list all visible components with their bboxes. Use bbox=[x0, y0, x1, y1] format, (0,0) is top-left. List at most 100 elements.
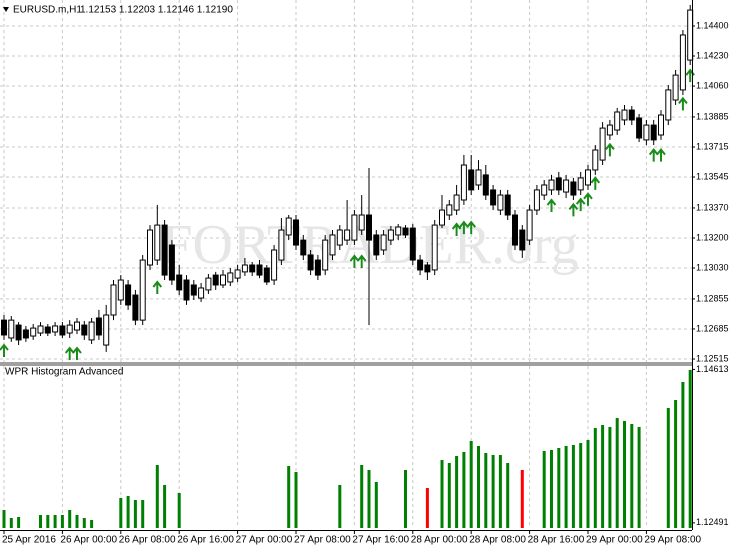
candle-body bbox=[468, 169, 475, 191]
histogram-bar bbox=[571, 444, 575, 528]
up-arrow bbox=[466, 220, 476, 235]
candle-body bbox=[95, 317, 102, 336]
candle-body bbox=[314, 259, 321, 276]
candle-body bbox=[139, 259, 146, 321]
x-tick-label: 26 Apr 08:00 bbox=[119, 535, 176, 546]
x-tick-label: 27 Apr 00:00 bbox=[236, 535, 293, 546]
y-tick-label: 1.13715 bbox=[696, 141, 729, 151]
histogram-bar bbox=[404, 469, 407, 528]
up-arrow bbox=[546, 198, 557, 212]
histogram-bar bbox=[360, 465, 364, 528]
up-arrow bbox=[64, 346, 75, 361]
up-arrow bbox=[72, 346, 82, 361]
histogram-bar bbox=[550, 449, 553, 528]
histogram-bar bbox=[39, 514, 42, 528]
candle-body bbox=[679, 34, 686, 91]
candle-body bbox=[161, 224, 168, 276]
candle-body bbox=[460, 164, 467, 201]
histogram-bar bbox=[119, 497, 123, 528]
indicator-title: WPR Histogram Advanced bbox=[5, 367, 123, 378]
candle-body bbox=[409, 227, 416, 261]
candle-body bbox=[373, 234, 380, 256]
histogram-bar bbox=[287, 466, 291, 528]
candle-body bbox=[22, 329, 29, 339]
y-tick-label: 1.13885 bbox=[696, 111, 729, 121]
candle-body bbox=[74, 321, 80, 331]
x-tick-label: 28 Apr 16:00 bbox=[528, 535, 585, 546]
histogram-bar bbox=[462, 451, 466, 528]
candle-body bbox=[358, 214, 365, 231]
histogram-bar bbox=[75, 514, 79, 528]
histogram-bar bbox=[9, 518, 13, 528]
x-tick-label: 28 Apr 08:00 bbox=[469, 535, 526, 546]
candle-body bbox=[387, 229, 394, 241]
candle-body bbox=[8, 319, 15, 339]
candle-body bbox=[541, 184, 548, 196]
candle-body bbox=[636, 117, 643, 139]
y-tick-label: 1.14613 bbox=[696, 364, 729, 374]
histogram-bar bbox=[469, 440, 473, 528]
candle-body bbox=[599, 127, 606, 161]
candle-body bbox=[431, 224, 438, 271]
candle-body bbox=[263, 267, 270, 283]
up-arrow bbox=[590, 176, 601, 190]
candle-body bbox=[512, 214, 518, 246]
histogram-bar bbox=[557, 448, 561, 528]
ohlc-values: 1.12153 1.12203 1.12146 1.12190 bbox=[80, 5, 233, 16]
histogram-bar bbox=[637, 426, 641, 528]
histogram-bar bbox=[374, 482, 378, 528]
candle-body bbox=[271, 249, 278, 281]
candle-body bbox=[504, 194, 511, 216]
up-arrow bbox=[656, 148, 666, 162]
candle-body bbox=[351, 214, 358, 241]
up-arrow bbox=[648, 148, 659, 162]
candle-body bbox=[570, 181, 577, 196]
histogram-bar bbox=[601, 425, 605, 528]
up-arrow bbox=[451, 222, 462, 237]
candle-body bbox=[658, 114, 664, 136]
histogram-bar bbox=[141, 500, 145, 528]
candle-body bbox=[307, 254, 314, 271]
y-tick-label: 1.12491 bbox=[696, 517, 729, 527]
candle-body bbox=[278, 229, 285, 261]
candle-body bbox=[650, 124, 657, 141]
histogram-bar bbox=[46, 514, 50, 528]
candle-body bbox=[110, 284, 117, 316]
candle-body bbox=[285, 217, 292, 236]
histogram-bar bbox=[447, 462, 451, 528]
candle-body bbox=[497, 194, 504, 211]
up-arrow bbox=[349, 254, 360, 268]
candle-body bbox=[37, 325, 44, 334]
histogram-bar bbox=[666, 408, 670, 528]
histogram-bar bbox=[615, 417, 619, 528]
candle-body bbox=[643, 124, 650, 141]
histogram-bar bbox=[294, 472, 298, 528]
candle-body bbox=[490, 189, 497, 206]
candle-body bbox=[30, 327, 37, 337]
histogram-bar bbox=[586, 439, 590, 528]
candle-body bbox=[293, 219, 299, 246]
candle-body bbox=[154, 224, 161, 261]
candle-body bbox=[125, 284, 132, 306]
candle-body bbox=[249, 264, 256, 273]
candle-body bbox=[336, 229, 343, 246]
candle-body bbox=[322, 239, 329, 271]
candle-body bbox=[621, 109, 628, 121]
histogram-bar bbox=[90, 519, 94, 528]
histogram-bar bbox=[155, 465, 159, 528]
up-arrow bbox=[583, 192, 593, 206]
histogram-bar bbox=[688, 369, 692, 528]
histogram-bar bbox=[674, 399, 678, 528]
menu-triangle[interactable] bbox=[3, 7, 9, 12]
candle-body bbox=[1, 319, 7, 336]
y-tick-label: 1.13370 bbox=[696, 202, 729, 212]
y-tick-label: 1.13545 bbox=[696, 171, 729, 181]
candle-body bbox=[234, 269, 241, 279]
symbol-title: EURUSD.m,H1 bbox=[13, 5, 82, 16]
x-tick-label: 29 Apr 08:00 bbox=[644, 535, 701, 546]
candle-body bbox=[329, 234, 336, 256]
histogram-bar bbox=[542, 450, 546, 528]
y-tick-label: 1.13200 bbox=[696, 232, 729, 242]
histogram-bar bbox=[338, 484, 342, 528]
